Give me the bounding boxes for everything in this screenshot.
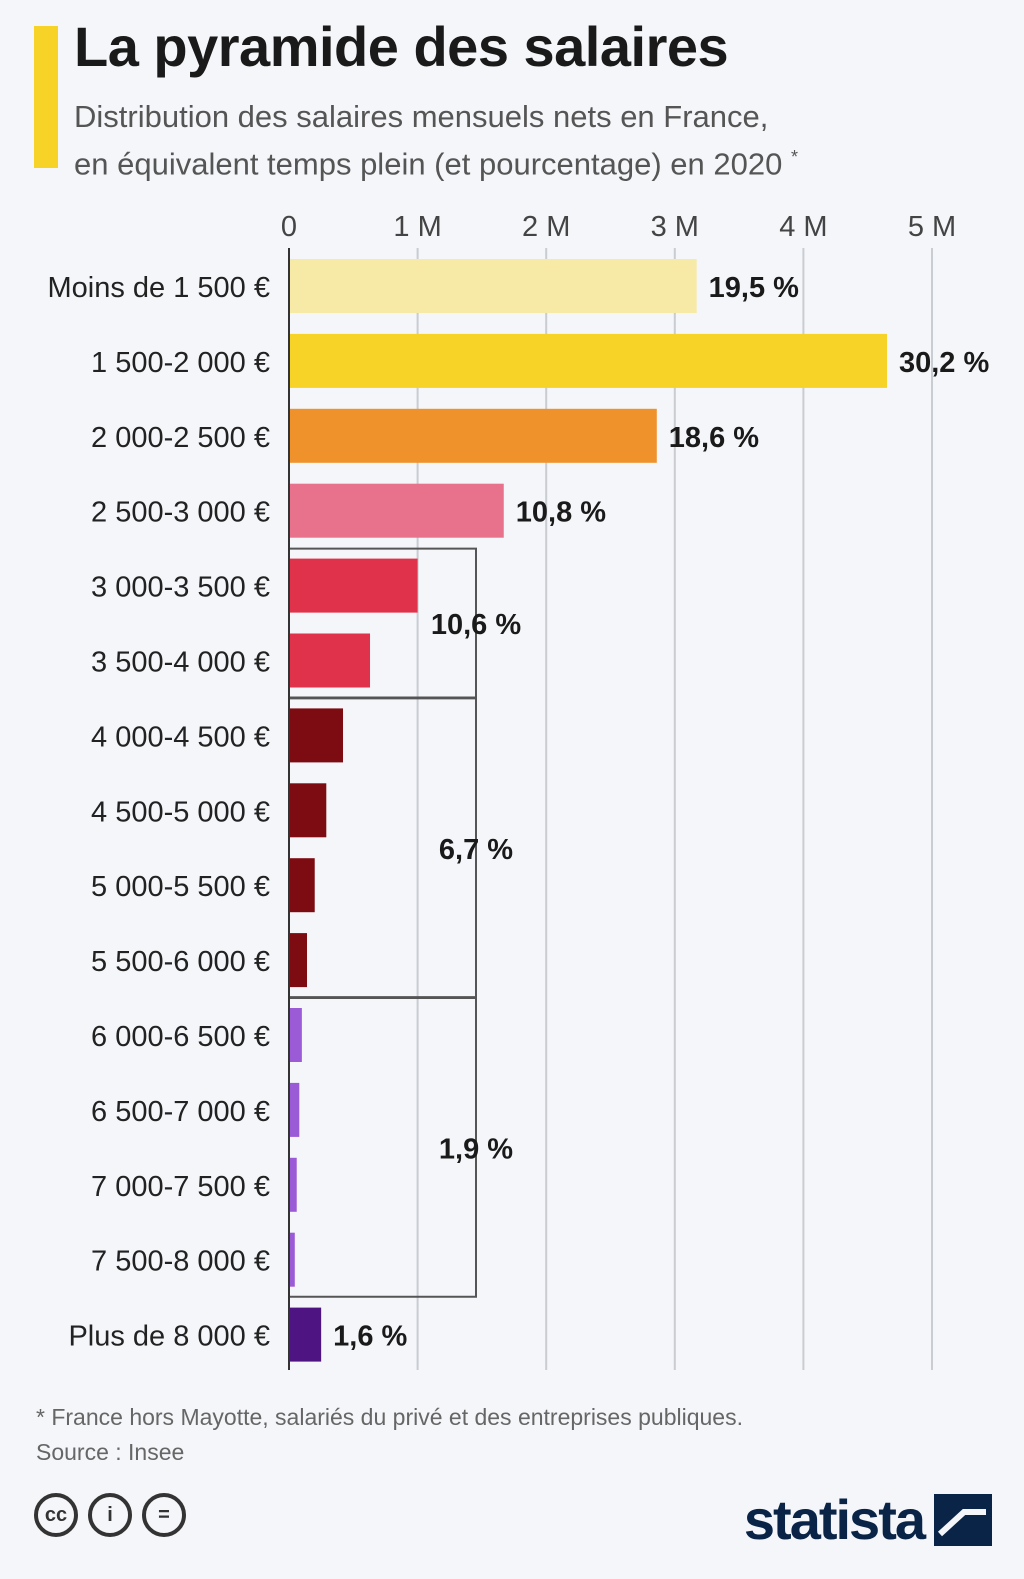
category-label: 2 000-2 500 € [91,422,270,454]
category-label: 4 000-4 500 € [91,721,270,753]
category-label: 2 500-3 000 € [91,497,270,529]
category-label: Plus de 8 000 € [68,1321,270,1353]
by-icon[interactable]: i [88,1493,132,1537]
footnote-note: * France hors Mayotte, salariés du privé… [36,1404,743,1430]
subtitle-line-2-text: en équivalent temps plein (et pourcentag… [74,146,783,182]
x-tick-label: 2 M [522,211,570,243]
x-tick-label: 4 M [779,211,827,243]
bar [289,1232,295,1287]
category-label: 5 000-5 500 € [91,871,270,903]
group-bracket [289,997,477,1298]
group-label: 10,6 % [431,609,521,641]
bar [289,1008,302,1062]
category-label: 3 000-3 500 € [91,572,270,604]
license-icons: cc i = [34,1493,186,1537]
bar [289,1307,322,1362]
subtitle: Distribution des salaires mensuels nets … [74,96,798,184]
category-label: 6 500-7 000 € [91,1096,270,1128]
title-accent-bar [34,26,58,168]
brand-name: statista [743,1488,926,1551]
salary-bar-chart: 0 1 M 2 M 3 M 4 M 5 M 10,6 % 6,7 % 1,9 % Moins de… [48,211,989,1370]
bar [289,933,308,988]
group-label: 1,9 % [439,1133,513,1165]
bar [289,483,504,538]
cc-icon[interactable]: cc [34,1493,78,1537]
source-line: Source : Insee [36,1439,185,1465]
category-label: 1 500-2 000 € [91,347,270,379]
bar-data-label: 1,6 % [333,1321,407,1353]
subtitle-footnote-marker: * [790,147,798,167]
statista-mark-icon [934,1493,992,1546]
category-label: 3 500-4 000 € [91,647,270,679]
x-tick-label: 1 M [393,211,441,243]
bar-data-label: 30,2 % [899,347,989,379]
nd-icon[interactable]: = [142,1493,186,1537]
category-label: 5 500-6 000 € [91,946,270,978]
x-tick-label: 3 M [651,211,699,243]
subtitle-line-2: en équivalent temps plein (et pourcentag… [74,137,798,184]
bar [289,1082,300,1137]
bar-data-label: 19,5 % [709,272,799,304]
category-label: 7 000-7 500 € [91,1171,270,1203]
group-label: 6,7 % [439,834,513,866]
page-title: La pyramide des salaires [74,15,729,78]
bar [289,1157,297,1212]
bar [289,858,315,913]
category-label: Moins de 1 500 € [48,272,270,304]
statista-logo[interactable]: statista [744,1487,992,1552]
bar [289,783,327,838]
footnote: * France hors Mayotte, salariés du privé… [36,1400,743,1470]
bar-data-label: 18,6 % [669,422,759,454]
bar-data-label: 10,8 % [516,497,606,529]
bar [289,633,371,688]
category-label: 4 500-5 000 € [91,796,270,828]
subtitle-line-1: Distribution des salaires mensuels nets … [74,99,769,134]
category-label: 6 000-6 500 € [91,1021,270,1053]
bar [289,708,344,763]
category-label: 7 500-8 000 € [91,1246,270,1278]
x-tick-label: 0 [281,211,297,243]
bar [289,333,887,388]
x-tick-label: 5 M [908,211,956,243]
bar [289,558,418,613]
bar [289,259,697,313]
bar [289,408,657,463]
